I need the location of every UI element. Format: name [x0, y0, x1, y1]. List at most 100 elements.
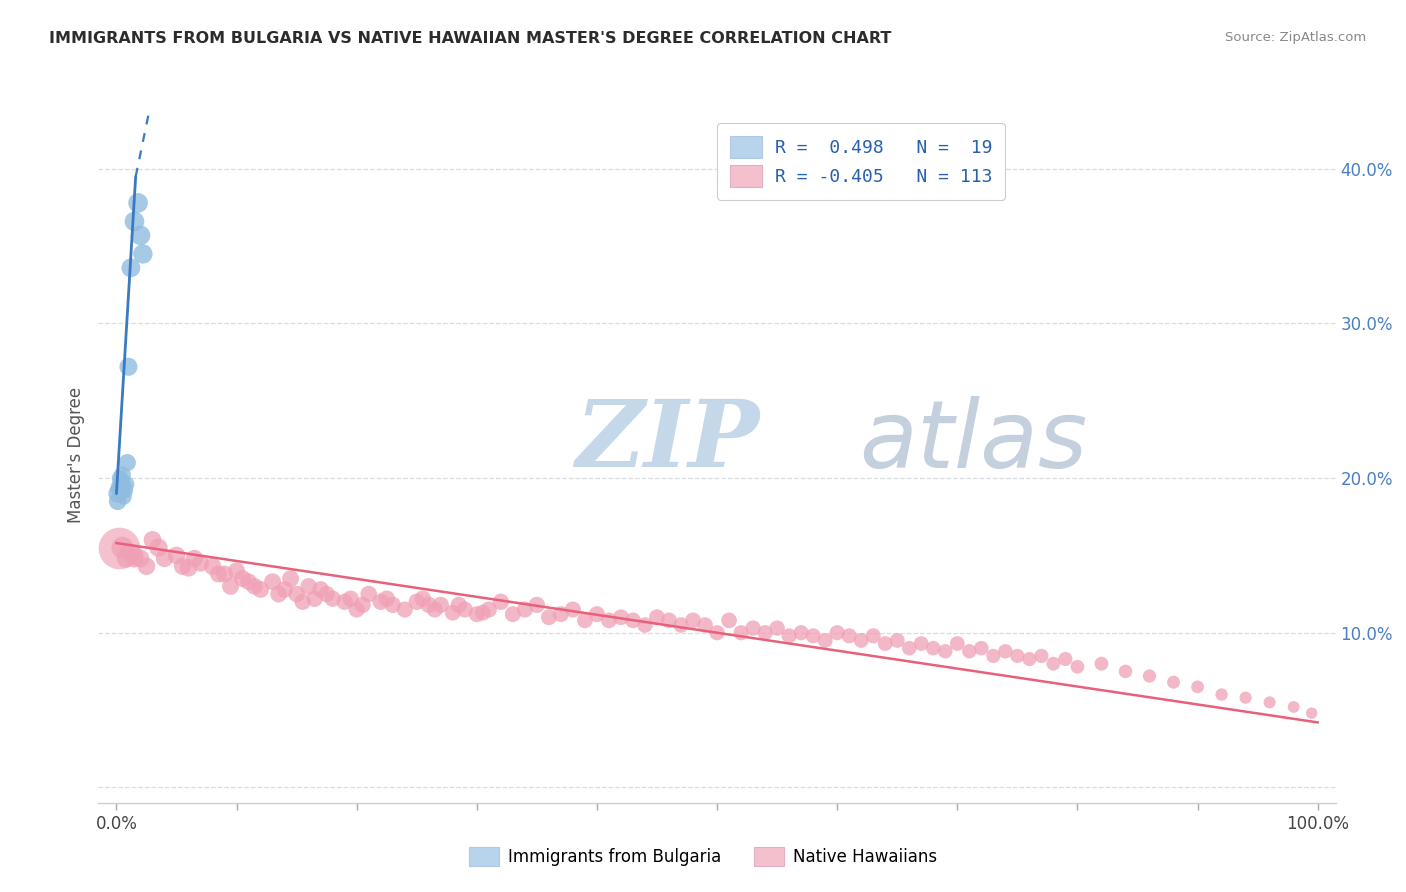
Point: [1054, 652, 1077, 666]
Point: [801, 629, 824, 643]
Point: [946, 636, 969, 650]
Point: [706, 625, 728, 640]
Point: [309, 582, 332, 597]
Point: [115, 551, 138, 566]
Point: [634, 618, 657, 632]
Text: Source: ZipAtlas.com: Source: ZipAtlas.com: [1226, 31, 1367, 45]
Point: [190, 556, 212, 570]
Point: [124, 549, 146, 563]
Point: [742, 621, 765, 635]
Text: ZIP: ZIP: [575, 396, 759, 486]
Point: [111, 468, 134, 483]
Point: [526, 598, 548, 612]
Point: [108, 479, 131, 493]
Point: [249, 582, 271, 597]
Point: [851, 633, 873, 648]
Point: [429, 598, 451, 612]
Point: [471, 606, 494, 620]
Point: [108, 471, 131, 485]
Point: [166, 549, 188, 563]
Point: [346, 602, 368, 616]
Point: [489, 595, 512, 609]
Point: [669, 618, 692, 632]
Point: [586, 607, 609, 622]
Point: [598, 613, 620, 627]
Point: [124, 551, 146, 566]
Point: [447, 598, 470, 612]
Point: [1258, 695, 1281, 709]
Point: [1090, 657, 1112, 671]
Point: [957, 644, 980, 658]
Point: [117, 456, 139, 470]
Point: [141, 533, 163, 547]
Point: [352, 598, 374, 612]
Point: [1007, 648, 1029, 663]
Point: [561, 602, 583, 616]
Point: [405, 595, 427, 609]
Point: [333, 595, 356, 609]
Point: [790, 625, 813, 640]
Point: [107, 494, 129, 508]
Point: [291, 595, 314, 609]
Point: [177, 561, 200, 575]
Point: [898, 641, 921, 656]
Point: [114, 483, 136, 498]
Legend: R =  0.498   N =  19, R = -0.405   N = 113: R = 0.498 N = 19, R = -0.405 N = 113: [717, 123, 1005, 200]
Point: [375, 591, 398, 606]
Point: [1018, 652, 1040, 666]
Point: [886, 633, 908, 648]
Point: [273, 582, 295, 597]
Point: [574, 613, 596, 627]
Point: [315, 587, 337, 601]
Point: [838, 629, 860, 643]
Point: [267, 587, 290, 601]
Point: [183, 551, 205, 566]
Point: [117, 545, 139, 559]
Point: [754, 625, 776, 640]
Point: [112, 480, 135, 494]
Y-axis label: Master's Degree: Master's Degree: [67, 387, 86, 523]
Text: IMMIGRANTS FROM BULGARIA VS NATIVE HAWAIIAN MASTER'S DEGREE CORRELATION CHART: IMMIGRANTS FROM BULGARIA VS NATIVE HAWAI…: [49, 31, 891, 46]
Point: [513, 602, 536, 616]
Point: [207, 566, 229, 581]
Point: [502, 607, 524, 622]
Point: [339, 591, 361, 606]
Point: [718, 613, 741, 627]
Point: [262, 574, 284, 589]
Point: [682, 613, 704, 627]
Point: [238, 574, 260, 589]
Point: [994, 644, 1017, 658]
Point: [304, 591, 326, 606]
Point: [1031, 648, 1053, 663]
Point: [1066, 659, 1088, 673]
Point: [108, 482, 131, 496]
Point: [658, 613, 681, 627]
Point: [232, 572, 254, 586]
Point: [108, 541, 131, 555]
Point: [148, 541, 170, 555]
Point: [550, 607, 572, 622]
Point: [730, 625, 752, 640]
Point: [115, 477, 138, 491]
Point: [201, 559, 224, 574]
Point: [357, 587, 380, 601]
Point: [478, 602, 501, 616]
Text: atlas: atlas: [859, 395, 1088, 486]
Point: [454, 602, 477, 616]
Point: [1163, 675, 1185, 690]
Point: [370, 595, 392, 609]
Point: [922, 641, 945, 656]
Point: [1301, 706, 1323, 720]
Point: [111, 479, 134, 493]
Point: [910, 636, 932, 650]
Point: [621, 613, 644, 627]
Point: [322, 591, 344, 606]
Point: [465, 607, 488, 622]
Point: [1187, 680, 1209, 694]
Point: [172, 559, 194, 574]
Point: [1042, 657, 1064, 671]
Point: [418, 598, 440, 612]
Point: [243, 579, 266, 593]
Point: [423, 602, 446, 616]
Point: [214, 566, 236, 581]
